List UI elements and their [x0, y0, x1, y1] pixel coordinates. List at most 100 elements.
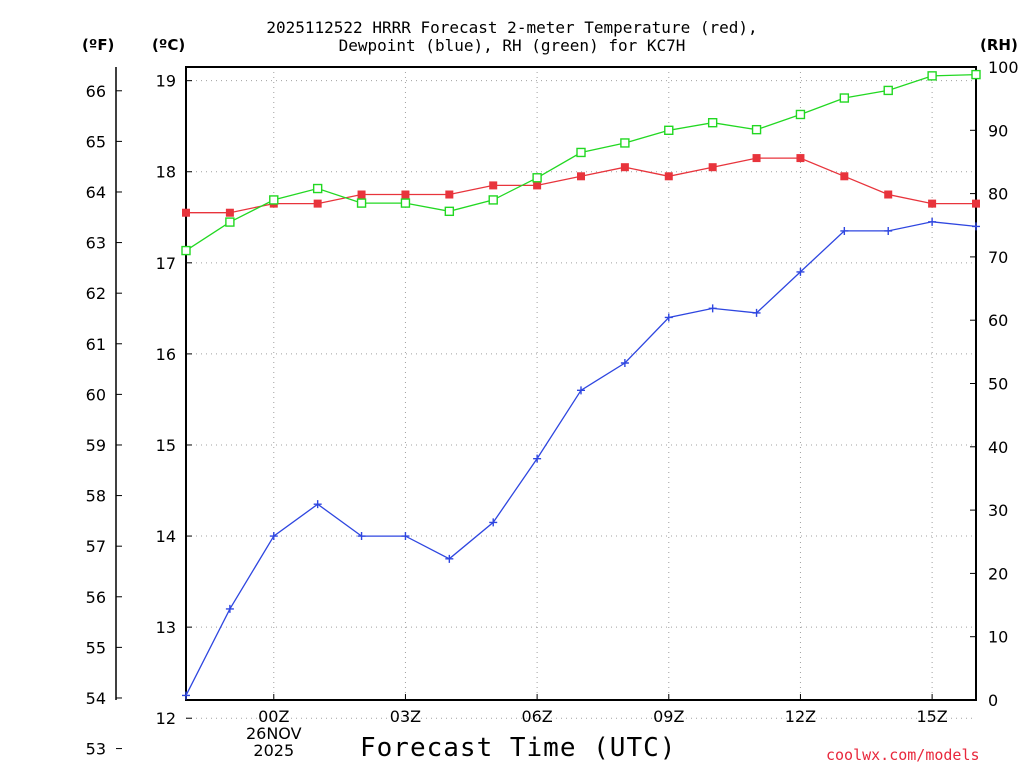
celsius-axis: 12 13 14 15 16 17 18 19 — [156, 72, 192, 728]
rh-tick-label: 0 — [988, 691, 998, 710]
dewpoint-point — [577, 386, 585, 395]
temperature-point — [928, 199, 937, 208]
temperature-point — [708, 163, 717, 172]
rh-point — [664, 125, 674, 136]
dewpoint-series — [182, 217, 980, 700]
rh-tick-label: 40 — [988, 438, 1008, 457]
rh-series — [181, 69, 981, 256]
fahrenheit-tick-label: 65 — [86, 132, 106, 151]
time-tick-label: 2025 — [253, 741, 294, 760]
fahrenheit-tick-label: 57 — [86, 537, 106, 556]
rh-point — [707, 118, 718, 128]
source-credit[interactable]: coolwx.com/models — [826, 746, 980, 764]
dewpoint-point — [796, 267, 805, 276]
fahrenheit-tick-label: 60 — [86, 385, 106, 404]
temperature-point — [972, 199, 980, 208]
dewpoint-point — [928, 217, 937, 226]
temperature-point — [752, 154, 761, 163]
rh-tick-label: 50 — [988, 375, 1008, 394]
celsius-tick-label: 17 — [156, 254, 176, 273]
temperature-point — [533, 181, 542, 190]
rh-axis: 0 10 20 30 40 50 60 70 80 90 100 — [970, 58, 1019, 710]
rh-unit-label: (RH) — [980, 36, 1018, 54]
dewpoint-point — [182, 691, 190, 700]
celsius-tick-label: 18 — [156, 163, 176, 182]
chart-title-line-2: Dewpoint (blue), RH (green) for KC7H — [338, 36, 686, 55]
celsius-tick-label: 14 — [156, 527, 176, 546]
dewpoint-point — [708, 304, 717, 313]
temperature-line — [186, 157, 976, 214]
rh-point — [225, 217, 235, 227]
rh-tick-label: 80 — [988, 185, 1008, 204]
rh-point — [400, 198, 411, 208]
dewpoint-point — [313, 500, 322, 509]
rh-point — [971, 69, 981, 80]
temperature-point — [796, 154, 805, 163]
rh-point — [927, 71, 937, 81]
temperature-point — [664, 172, 673, 181]
fahrenheit-tick-label: 59 — [86, 436, 106, 455]
temperature-point — [182, 208, 190, 217]
rh-point — [269, 195, 279, 205]
temperature-point — [884, 190, 893, 199]
temperature-point — [489, 181, 498, 190]
data-series — [181, 69, 981, 700]
rh-point — [444, 206, 455, 217]
time-tick-label: 09Z — [653, 707, 684, 726]
temperature-point — [225, 208, 234, 217]
temperature-point — [445, 190, 454, 199]
fahrenheit-tick-label: 63 — [86, 234, 106, 253]
fahrenheit-tick-label: 54 — [86, 689, 106, 708]
temperature-point — [840, 172, 849, 181]
rh-tick-label: 30 — [988, 501, 1008, 520]
rh-point — [488, 195, 498, 205]
dewpoint-point — [533, 454, 542, 463]
rh-line — [185, 73, 977, 252]
dewpoint-point — [840, 226, 849, 235]
rh-tick-label: 70 — [988, 248, 1008, 267]
temperature-series — [182, 154, 980, 217]
fahrenheit-tick-label: 61 — [86, 335, 106, 354]
rh-tick-label: 90 — [988, 121, 1008, 140]
rh-point — [532, 173, 542, 183]
celsius-tick-label: 12 — [156, 709, 176, 728]
time-tick-label: 00Z — [258, 707, 289, 726]
time-tick-label: 03Z — [390, 707, 421, 726]
chart-title-line-1: 2025112522 HRRR Forecast 2-meter Tempera… — [266, 18, 758, 37]
rh-tick-label: 100 — [988, 58, 1019, 77]
fahrenheit-axis: 53 54 55 56 57 58 59 60 61 62 63 64 65 66 — [86, 82, 122, 759]
dewpoint-point — [269, 532, 278, 541]
dewpoint-point — [489, 518, 498, 527]
celsius-unit-label: (ºC) — [152, 36, 186, 54]
rh-point — [795, 109, 806, 120]
rh-point — [620, 138, 630, 148]
temperature-point — [401, 190, 410, 199]
dewpoint-point — [445, 554, 454, 563]
rh-tick-label: 60 — [988, 311, 1008, 330]
dewpoint-point — [752, 308, 761, 317]
fahrenheit-unit-label: (ºF) — [82, 36, 115, 54]
temperature-point — [313, 199, 322, 208]
time-tick-label: 12Z — [785, 707, 816, 726]
celsius-tick-label: 16 — [156, 345, 176, 364]
time-tick-label: 26NOV — [246, 724, 302, 743]
dewpoint-point — [357, 532, 366, 541]
rh-tick-label: 20 — [988, 564, 1008, 583]
rh-point — [356, 198, 367, 208]
x-axis-title: Forecast Time (UTC) — [360, 733, 677, 763]
dewpoint-point — [620, 359, 629, 368]
rh-point — [751, 124, 762, 135]
rh-point — [839, 93, 850, 103]
fahrenheit-tick-label: 55 — [86, 638, 106, 657]
temperature-point — [357, 190, 366, 199]
rh-point — [883, 85, 893, 96]
rh-point — [312, 183, 323, 194]
plot-frame — [185, 66, 977, 701]
fahrenheit-tick-label: 64 — [86, 183, 106, 202]
dewpoint-point — [884, 226, 893, 235]
fahrenheit-tick-label: 53 — [86, 740, 106, 759]
celsius-tick-label: 13 — [156, 618, 176, 637]
time-tick-label: 15Z — [916, 707, 947, 726]
